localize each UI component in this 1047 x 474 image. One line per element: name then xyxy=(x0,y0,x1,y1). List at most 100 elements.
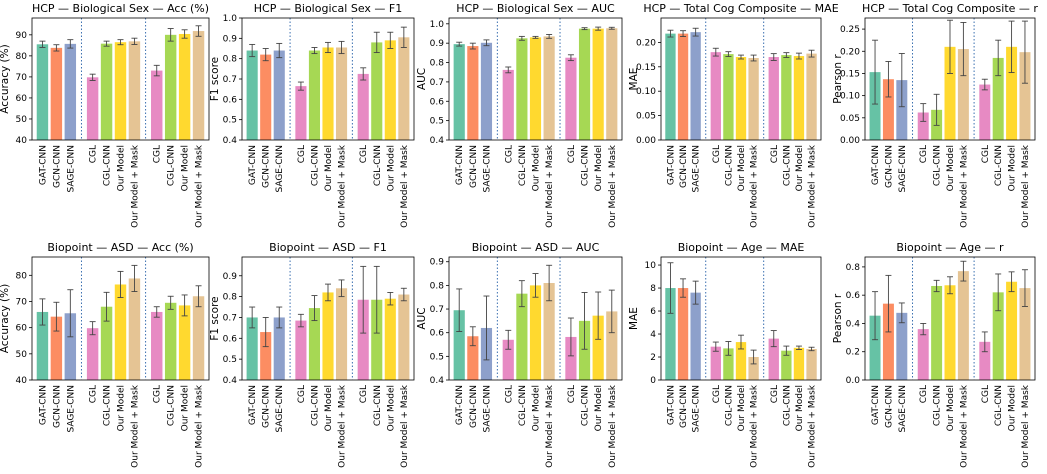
plot-frame xyxy=(241,17,415,141)
y-axis-label: F1 score xyxy=(209,296,221,340)
x-tick-label: CGL xyxy=(297,385,307,403)
x-tick-label: CGL xyxy=(504,145,514,163)
bar xyxy=(178,33,191,140)
x-tick-label: Our Model xyxy=(324,385,334,431)
y-tick-label: 0.00 xyxy=(840,136,860,146)
x-tick-label: CGL-CNN xyxy=(373,385,383,426)
x-tick-label: CGL-CNN xyxy=(994,385,1004,426)
x-tick-label: Our Model + Mask xyxy=(400,144,410,228)
bar xyxy=(665,288,676,380)
y-tick-label: 4 xyxy=(650,330,656,340)
bar xyxy=(516,293,528,380)
x-tick-label: GAT-CNN xyxy=(666,145,676,185)
y-tick-label: 0.6 xyxy=(430,329,445,339)
y-tick-label: 0.7 xyxy=(430,78,444,88)
bar xyxy=(793,347,805,380)
bar xyxy=(357,73,369,140)
x-tick-label: Our Model xyxy=(117,385,127,431)
bar xyxy=(516,38,528,141)
x-tick-label: Our Model xyxy=(795,385,805,431)
y-tick-label: 0.7 xyxy=(430,305,444,315)
bar xyxy=(502,69,514,140)
y-tick-label: 70 xyxy=(16,297,28,307)
bar xyxy=(322,47,334,140)
chart-title: Biopoint — ASD — AUC xyxy=(472,241,600,254)
bar xyxy=(793,56,805,141)
chart-title: Biopoint — ASD — Acc (%) xyxy=(47,241,193,254)
y-tick-label: 0.9 xyxy=(223,272,238,282)
chart-panel: HCP — Biological Sex — F1 F1 score 0.4 0.5 0… xyxy=(209,2,415,228)
bar xyxy=(896,312,908,380)
plot-frame xyxy=(31,17,210,141)
y-tick-label: 0.6 xyxy=(223,334,238,344)
bar xyxy=(606,311,618,380)
y-tick-label: 0.5 xyxy=(223,116,237,126)
bar xyxy=(944,46,956,140)
y-tick-label: 0.05 xyxy=(636,112,656,122)
x-tick-label: CGL-CNN xyxy=(310,145,320,186)
x-tick-label: GCN-CNN xyxy=(884,145,894,188)
y-axis-label: AUC xyxy=(416,68,428,90)
chart-panel: Biopoint — ASD — Acc (%) Accuracy (%) 40 50… xyxy=(0,241,210,468)
y-tick-label: 0.4 xyxy=(430,376,445,386)
x-tick-label: Our Model + Mask xyxy=(195,144,205,228)
chart-title: HCP — Biological Sex — AUC xyxy=(456,2,615,15)
y-tick-label: 10 xyxy=(645,261,657,271)
x-tick-label: CGL-CNN xyxy=(994,145,1004,186)
x-tick-label: Our Model xyxy=(181,385,191,431)
bar xyxy=(869,72,881,140)
bar xyxy=(335,288,348,380)
x-tick-label: CGL xyxy=(89,385,99,403)
bar xyxy=(467,336,479,380)
bar xyxy=(295,320,307,380)
y-tick-label: 0.05 xyxy=(840,114,860,124)
chart-title: HCP — Biological Sex — Acc (%) xyxy=(32,2,209,15)
y-tick-label: 0.4 xyxy=(223,376,238,386)
y-tick-label: 0.10 xyxy=(636,87,656,97)
bar xyxy=(781,55,792,141)
x-tick-label: SAGE-CNN xyxy=(275,385,285,433)
bar xyxy=(543,283,555,380)
y-tick-label: 0.00 xyxy=(636,136,656,146)
y-tick-label: 0.4 xyxy=(223,136,238,146)
bar xyxy=(164,302,177,380)
y-tick-label: 0.25 xyxy=(840,25,860,35)
chart-panel: Biopoint — Age — r Pearson r 0.0 0.2 0.4 0.6 0… xyxy=(832,241,1036,468)
bar xyxy=(151,311,163,380)
bar xyxy=(565,57,577,141)
chart-panel: HCP — Biological Sex — AUC AUC 0.4 0.5 0.6 0.… xyxy=(416,2,623,228)
y-tick-label: 0.5 xyxy=(430,352,444,362)
bar xyxy=(768,57,779,140)
bar xyxy=(992,57,1004,140)
bar xyxy=(957,49,969,140)
y-tick-label: 0.7 xyxy=(223,313,237,323)
bar xyxy=(192,31,205,140)
y-tick-label: 8 xyxy=(650,284,656,294)
bar xyxy=(371,42,383,140)
x-tick-label: SAGE-CNN xyxy=(692,385,702,433)
plot-frame xyxy=(31,256,210,381)
x-tick-label: GAT-CNN xyxy=(871,145,881,185)
x-tick-label: CGL-CNN xyxy=(581,145,591,186)
plot-frame xyxy=(864,17,1036,141)
bar xyxy=(260,54,272,140)
x-tick-label: GCN-CNN xyxy=(52,145,62,188)
bar xyxy=(357,299,369,380)
bar xyxy=(768,338,779,380)
bar xyxy=(192,296,205,380)
bar xyxy=(957,271,969,380)
y-tick-label: 40 xyxy=(16,376,28,386)
y-axis-label: F1 score xyxy=(209,57,221,101)
y-tick-label: 0.7 xyxy=(223,75,237,85)
x-tick-label: GAT-CNN xyxy=(455,385,465,425)
x-tick-label: GCN-CNN xyxy=(679,145,689,188)
bar xyxy=(128,278,141,380)
bar xyxy=(128,41,141,140)
y-tick-label: 1.0 xyxy=(430,20,445,30)
bar xyxy=(806,348,817,380)
x-tick-label: CGL xyxy=(297,145,307,163)
y-tick-label: 0.9 xyxy=(223,34,238,44)
x-tick-label: Our Model + Mask xyxy=(338,144,348,228)
bar xyxy=(453,310,465,380)
